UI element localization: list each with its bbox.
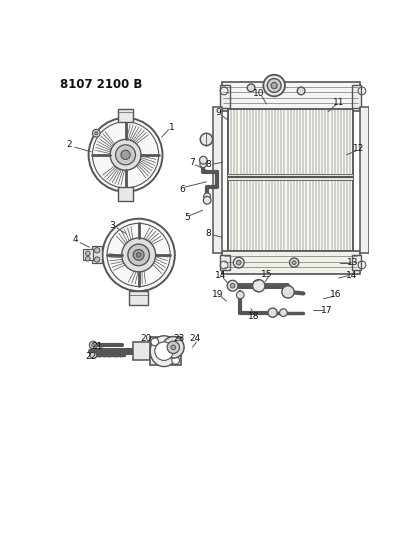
Text: 23: 23 [174, 334, 185, 343]
Circle shape [110, 140, 141, 170]
Circle shape [227, 280, 238, 291]
Text: 21: 21 [91, 342, 103, 351]
Circle shape [121, 150, 130, 159]
Circle shape [92, 343, 95, 346]
Circle shape [128, 244, 150, 265]
Circle shape [279, 309, 287, 317]
Circle shape [199, 156, 207, 164]
Circle shape [247, 84, 255, 92]
Text: 12: 12 [353, 144, 365, 153]
Text: 19: 19 [212, 290, 224, 300]
Circle shape [200, 133, 212, 146]
Text: 3: 3 [110, 221, 115, 230]
Circle shape [204, 193, 211, 200]
Ellipse shape [150, 336, 178, 367]
Bar [222, 251, 360, 274]
Text: 13: 13 [347, 258, 358, 267]
Circle shape [267, 78, 281, 92]
Text: 10: 10 [253, 88, 265, 98]
Text: 24: 24 [189, 334, 201, 343]
Circle shape [263, 75, 285, 96]
Circle shape [236, 260, 241, 265]
Circle shape [102, 219, 175, 291]
Text: 8: 8 [205, 159, 211, 168]
Text: 14: 14 [215, 271, 226, 280]
Text: 18: 18 [248, 312, 260, 321]
Bar [352, 255, 361, 270]
Text: 14: 14 [346, 271, 357, 280]
Bar [92, 246, 102, 263]
Circle shape [167, 341, 180, 353]
Text: 7: 7 [189, 158, 195, 167]
Text: 8: 8 [205, 229, 211, 238]
Text: 8107 2100 B: 8107 2100 B [60, 78, 143, 91]
Text: 15: 15 [261, 270, 272, 279]
Circle shape [115, 145, 136, 165]
Bar [220, 85, 229, 108]
Text: 5: 5 [184, 213, 190, 222]
Circle shape [151, 338, 159, 346]
Circle shape [133, 249, 144, 260]
Circle shape [172, 357, 180, 364]
Circle shape [271, 83, 277, 88]
Circle shape [85, 251, 90, 256]
Circle shape [230, 284, 235, 288]
Bar [83, 249, 93, 260]
Circle shape [95, 257, 100, 262]
Bar [212, 107, 222, 253]
Text: 17: 17 [321, 306, 332, 315]
Text: 6: 6 [179, 185, 185, 194]
Circle shape [268, 308, 277, 317]
Circle shape [292, 261, 296, 264]
Bar [352, 85, 361, 108]
Bar [228, 174, 353, 180]
Circle shape [203, 196, 211, 204]
Circle shape [90, 352, 97, 359]
Circle shape [122, 238, 156, 272]
Polygon shape [133, 342, 155, 360]
Text: 2: 2 [67, 140, 72, 149]
Circle shape [233, 257, 244, 268]
Circle shape [155, 342, 173, 360]
Bar [129, 291, 148, 305]
Bar [228, 109, 353, 251]
Text: 22: 22 [85, 352, 97, 361]
Text: 1: 1 [169, 123, 175, 132]
Circle shape [290, 258, 299, 267]
Circle shape [162, 336, 184, 358]
Bar [360, 107, 369, 253]
Circle shape [95, 248, 100, 253]
Text: 11: 11 [333, 98, 344, 107]
Circle shape [136, 253, 141, 257]
Circle shape [297, 87, 305, 95]
Bar [222, 82, 360, 111]
Text: 9: 9 [215, 108, 221, 117]
Circle shape [89, 118, 162, 192]
Circle shape [282, 286, 294, 298]
Circle shape [85, 256, 90, 261]
Circle shape [95, 132, 98, 135]
Circle shape [171, 345, 175, 350]
Text: 4: 4 [73, 235, 79, 244]
Text: 16: 16 [330, 290, 342, 300]
Circle shape [89, 341, 97, 349]
Bar [220, 255, 229, 270]
Circle shape [92, 130, 100, 137]
Circle shape [200, 160, 207, 167]
Bar [150, 337, 181, 365]
Bar [118, 109, 133, 123]
Bar [118, 187, 133, 201]
Circle shape [253, 280, 265, 292]
Circle shape [236, 291, 244, 299]
Text: 20: 20 [141, 334, 152, 343]
